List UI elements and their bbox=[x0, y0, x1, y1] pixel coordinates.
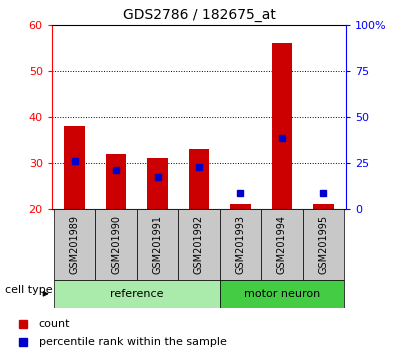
Text: GSM201995: GSM201995 bbox=[318, 215, 328, 274]
Bar bbox=[178, 209, 220, 280]
Text: GSM201992: GSM201992 bbox=[194, 215, 204, 274]
Title: GDS2786 / 182675_at: GDS2786 / 182675_at bbox=[123, 8, 275, 22]
Bar bbox=[189, 149, 209, 209]
Bar bbox=[220, 280, 344, 308]
Text: reference: reference bbox=[110, 289, 164, 299]
Text: count: count bbox=[39, 319, 70, 329]
Bar bbox=[54, 209, 95, 280]
Bar bbox=[313, 204, 334, 209]
Text: GSM201994: GSM201994 bbox=[277, 215, 287, 274]
Bar bbox=[147, 158, 168, 209]
Text: cell type: cell type bbox=[5, 285, 52, 295]
Text: percentile rank within the sample: percentile rank within the sample bbox=[39, 337, 226, 348]
Bar bbox=[54, 280, 220, 308]
Text: GSM201990: GSM201990 bbox=[111, 215, 121, 274]
Text: GSM201993: GSM201993 bbox=[236, 215, 246, 274]
Bar bbox=[230, 204, 251, 209]
Bar bbox=[220, 209, 261, 280]
Bar bbox=[261, 209, 303, 280]
Bar bbox=[303, 209, 344, 280]
Bar bbox=[95, 209, 137, 280]
Bar bbox=[105, 154, 127, 209]
Bar bbox=[64, 126, 85, 209]
Text: GSM201991: GSM201991 bbox=[152, 215, 162, 274]
Text: motor neuron: motor neuron bbox=[244, 289, 320, 299]
Bar bbox=[137, 209, 178, 280]
Bar bbox=[271, 43, 293, 209]
Text: GSM201989: GSM201989 bbox=[70, 215, 80, 274]
